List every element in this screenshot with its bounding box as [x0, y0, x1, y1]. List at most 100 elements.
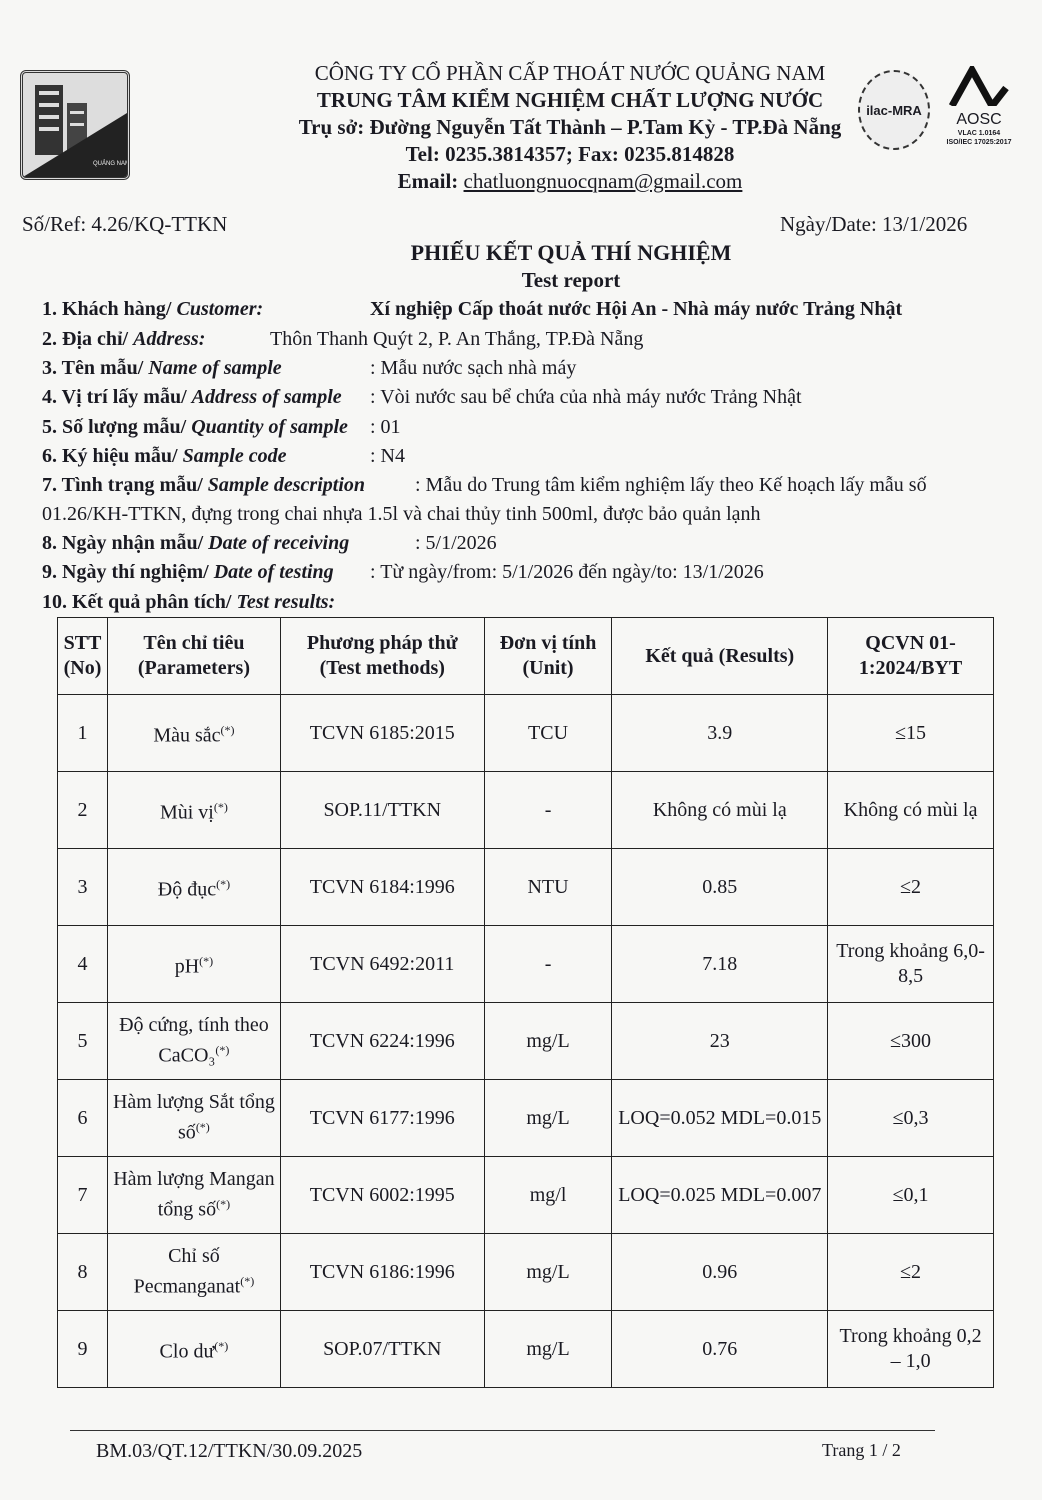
table-cell: mg/L	[483, 1079, 613, 1157]
aosc-mark-icon	[948, 62, 1009, 113]
table-cell: 3	[57, 848, 108, 926]
field-label-en: Date of testing	[213, 561, 334, 583]
field-8: 8. Ngày nhận mẫu/ Date of receiving	[42, 529, 349, 558]
cell-text: ≤0,1	[892, 1183, 929, 1206]
accredited-mark: (*)	[216, 1197, 231, 1212]
address: Trụ sở: Đường Nguyễn Tất Thành – P.Tam K…	[298, 115, 842, 139]
cell-text: 1	[77, 721, 88, 744]
cell-text: TCU	[528, 721, 569, 744]
field-label-en: Sample code	[182, 445, 287, 467]
cell-text: Hàm lượng Sắt tổng số	[112, 1091, 275, 1144]
field-label-en: Address:	[133, 328, 206, 350]
report-title: PHIẾU KẾT QUẢ THÍ NGHIỆM	[410, 240, 732, 265]
field-value: : Vòi nước sau bể chứa của nhà máy nước …	[370, 386, 802, 408]
table-cell: 1	[57, 694, 108, 772]
cell-text: mg/L	[526, 1029, 570, 1052]
cell-text: TCVN 6184:1996	[309, 875, 455, 898]
table-cell: mg/L	[483, 1310, 613, 1388]
aosc-text: AOSC	[956, 111, 1002, 128]
cell-text: 3	[77, 875, 88, 898]
table-cell: mg/L	[483, 1233, 613, 1311]
field-label-en: Quantity of sample	[191, 416, 348, 438]
table-cell: Hàm lượng Mangan tổng số(*)	[106, 1156, 281, 1234]
table-row: 4 pH(*) TCVN 6492:2011 - 7.18 Trong khoảng 6,…	[57, 925, 994, 1003]
cell-text: Độ đục	[157, 878, 217, 901]
field-value: Thôn Thanh Quýt 2, P. An Thắng, TP.Đà Nẵ…	[270, 328, 644, 350]
table-cell: Màu sắc(*)	[106, 694, 281, 772]
accredited-mark: (*)	[220, 722, 235, 737]
table-row: 8 Chỉ số Pecmanganat(*) TCVN 6186:1996 mg/L…	[57, 1233, 994, 1311]
cell-text: TCVN 6177:1996	[309, 1106, 455, 1129]
cell-text: TCVN 6002:1995	[309, 1183, 455, 1206]
table-cell: Trong khoảng 0,2 – 1,0	[827, 1310, 994, 1388]
field-value: : Mẫu do Trung tâm kiểm nghiệm lấy theo …	[415, 474, 927, 496]
email-label: Email:	[397, 169, 459, 193]
cell-text: Chỉ số Pecmanganat	[133, 1245, 241, 1298]
column-header: STT (No)	[57, 617, 108, 695]
cell-text: ≤2	[900, 875, 922, 898]
report-subtitle: Test report	[521, 268, 621, 292]
field-label-en: Test results:	[236, 591, 336, 613]
table-cell: ≤15	[827, 694, 994, 772]
column-header: Đơn vị tính (Unit)	[483, 617, 613, 695]
table-cell: ≤0,3	[827, 1079, 994, 1157]
table-cell: 2	[57, 771, 108, 849]
field-value: : 5/1/2026	[415, 532, 497, 554]
table-row: 1 Màu sắc(*) TCVN 6185:2015 TCU 3.9 ≤15	[57, 694, 994, 772]
table-cell: Độ đục(*)	[106, 848, 281, 926]
field-label: 6. Ký hiệu mẫu/	[42, 445, 183, 467]
table-cell: pH(*)	[106, 925, 281, 1003]
footer-divider	[70, 1430, 935, 1431]
table-row: 7 Hàm lượng Mangan tổng số(*) TCVN 6002:19…	[57, 1156, 994, 1234]
cell-text: 0.76	[702, 1337, 738, 1360]
field-label: 1. Khách hàng/	[42, 298, 177, 320]
table-cell: 6	[57, 1079, 108, 1157]
table-cell: SOP.07/TTKN	[279, 1310, 485, 1388]
table-cell: 7.18	[611, 925, 829, 1003]
cell-text: 7.18	[702, 952, 738, 975]
field-value: Xí nghiệp Cấp thoát nước Hội An - Nhà má…	[370, 298, 903, 320]
field-label-en: Customer:	[176, 298, 264, 320]
cell-text: TCVN 6224:1996	[309, 1029, 455, 1052]
cell-text: LOQ=0.025 MDL=0.007	[618, 1183, 822, 1206]
field-label: 9. Ngày thí nghiệm/	[42, 561, 214, 583]
table-cell: 9	[57, 1310, 108, 1388]
vlac-text: VLAC 1.0164	[957, 130, 1001, 137]
table-cell: 3.9	[611, 694, 829, 772]
cell-text: ≤2	[900, 1260, 922, 1283]
table-cell: 8	[57, 1233, 108, 1311]
cell-text: Trong khoảng 6,0-8,5	[836, 940, 985, 987]
field-value: : N4	[370, 445, 405, 467]
table-row: 5 Độ cứng, tính theo CaCO₃(*) TCVN 6224:19…	[57, 1002, 994, 1080]
cell-text: LOQ=0.052 MDL=0.015	[618, 1106, 822, 1129]
iso-text: ISO/IEC 17025:2017	[946, 139, 1012, 146]
cell-text: NTU	[527, 875, 569, 898]
table-cell: 23	[611, 1002, 829, 1080]
cell-text: mg/L	[526, 1337, 570, 1360]
center-name: TRUNG TÂM KIỂM NGHIỆM CHẤT LƯỢNG NƯỚC	[316, 88, 824, 112]
column-header: QCVN 01-1:2024/BYT	[827, 617, 994, 695]
email-link[interactable]: chatluongnuocqnam@gmail.com	[463, 169, 743, 193]
accredited-mark: (*)	[213, 799, 228, 814]
report-date: Ngày/Date: 13/1/2026	[780, 212, 968, 236]
cell-text: 0.85	[702, 875, 738, 898]
table-cell: Độ cứng, tính theo CaCO₃(*)	[106, 1002, 281, 1080]
cell-text: ≤15	[895, 721, 927, 744]
accredited-mark: (*)	[216, 876, 231, 891]
field-label-en: Address of sample	[191, 386, 342, 408]
field-value: : 01	[370, 416, 401, 438]
field-3: 3. Tên mẫu/ Name of sample	[42, 354, 282, 383]
cell-text: -	[544, 798, 552, 821]
table-cell: mg/l	[483, 1156, 613, 1234]
table-cell: ≤300	[827, 1002, 994, 1080]
cell-text: mg/L	[526, 1260, 570, 1283]
cell-text: Không có mùi lạ	[652, 798, 787, 821]
table-cell: TCVN 6185:2015	[279, 694, 485, 772]
field-label: 3. Tên mẫu/	[42, 357, 149, 379]
logo-text: QUẢNG NAM WSC	[93, 160, 127, 167]
cell-text: 5	[77, 1029, 88, 1052]
results-table: STT (No) Tên chỉ tiêu (Parameters) Phương …	[57, 617, 994, 1388]
table-cell: Hàm lượng Sắt tổng số(*)	[106, 1079, 281, 1157]
field-10: 10. Kết quả phân tích/ Test results:	[42, 588, 335, 617]
table-cell: TCVN 6184:1996	[279, 848, 485, 926]
